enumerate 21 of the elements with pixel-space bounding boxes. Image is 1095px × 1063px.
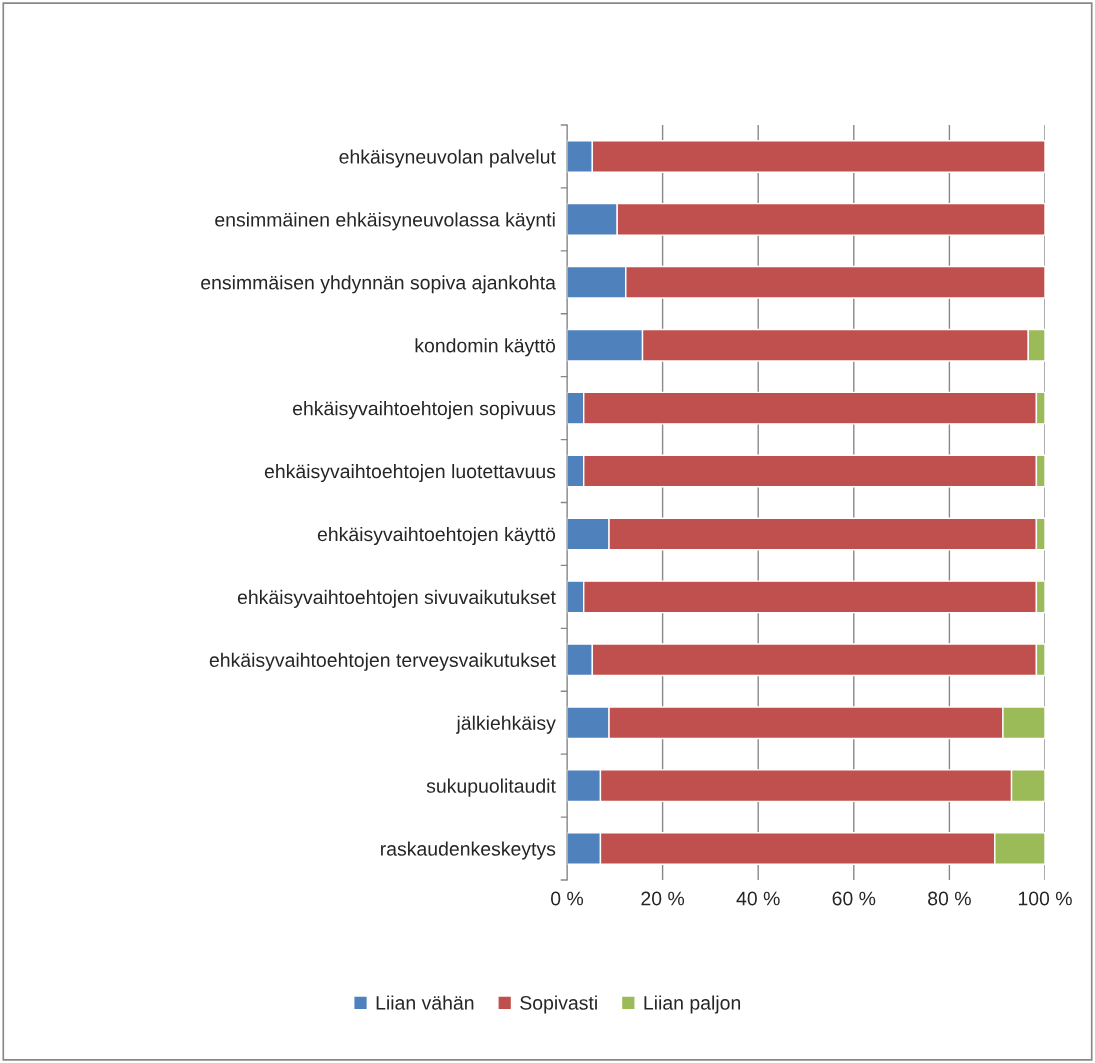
y-tick-label: ensimmäinen ehkäisyneuvolassa käynti — [215, 212, 555, 231]
x-tick-label: 0 % — [551, 891, 584, 906]
y-tick-label: ensimmäisen yhdynnän sopiva ajankohta — [201, 275, 556, 294]
x-tick-label: 80 % — [928, 891, 971, 906]
y-tick-label: jälkiehkäisy — [455, 715, 556, 734]
y-tick-label: ehkäisyvaihtoehtojen sivuvaikutukset — [237, 589, 556, 608]
y-tick-label: ehkäisyvaihtoehtojen sopivuus — [292, 401, 556, 420]
y-tick-label: ehkäisyneuvolan palvelut — [339, 149, 556, 168]
y-tick-label: ehkäisyvaihtoehtojen luotettavuus — [264, 464, 556, 483]
x-tick-label: 20 % — [641, 891, 685, 906]
legend-label: Liian paljon — [644, 995, 741, 1014]
legend-label: Liian vähän — [376, 995, 474, 1010]
x-tick-label: 60 % — [832, 891, 876, 906]
y-tick-label: ehkäisyvaihtoehtojen käyttö — [317, 526, 556, 546]
x-tick-label: 100 % — [1018, 891, 1072, 906]
x-tick-label: 40 % — [736, 891, 780, 906]
y-tick-label: kondomin käyttö — [415, 338, 556, 357]
y-tick-label: raskaudenkeskeytys — [381, 841, 556, 860]
y-tick-label: sukupuolitaudit — [426, 778, 556, 797]
y-tick-label: ehkäisyvaihtoehtojen terveysvaikutukset — [209, 652, 556, 671]
legend-label: Sopivasti — [520, 995, 597, 1014]
